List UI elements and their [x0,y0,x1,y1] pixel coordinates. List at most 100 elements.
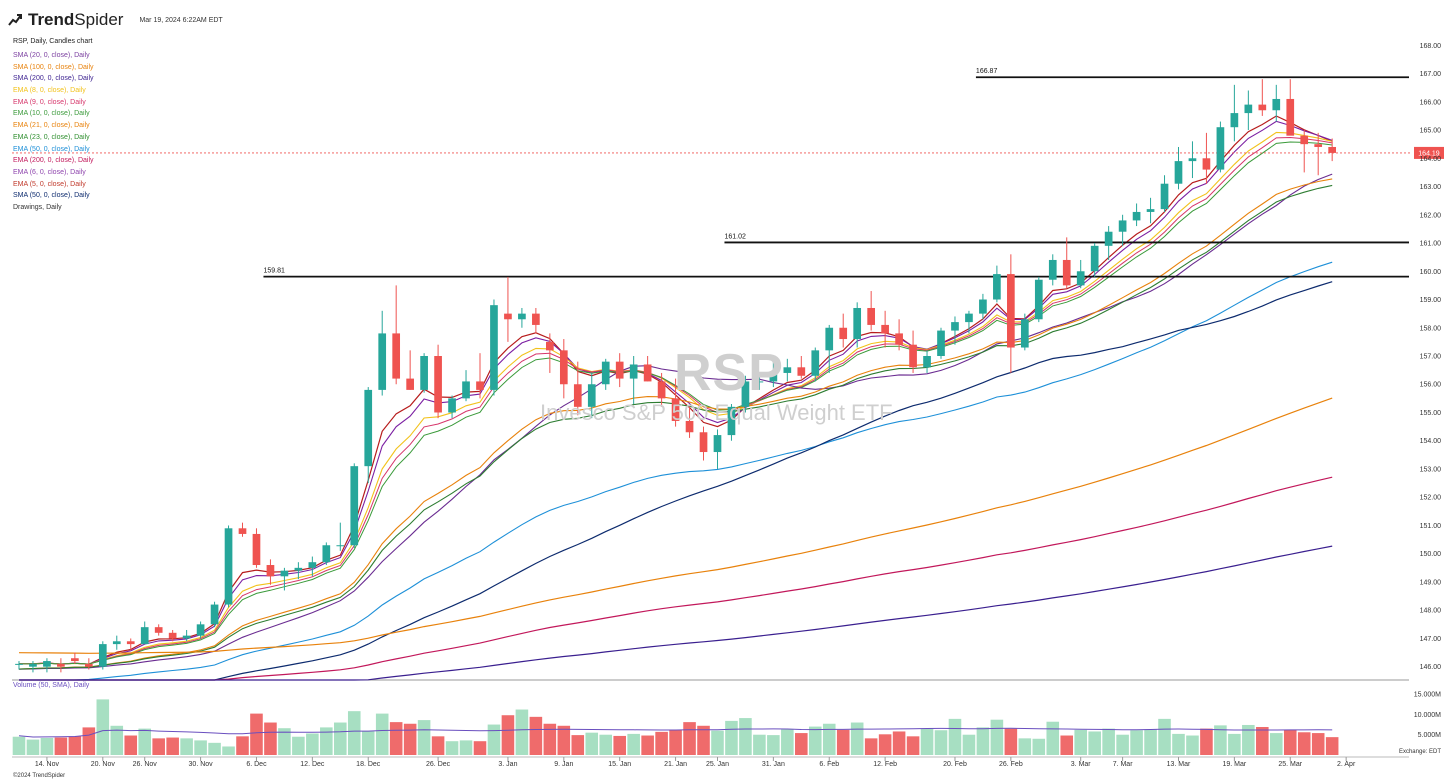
candle-body[interactable] [895,333,903,345]
legend-item[interactable]: SMA (50, 0, close), Daily [13,192,90,200]
candle-body[interactable] [965,313,973,323]
candle-body[interactable] [937,330,945,356]
candle-body[interactable] [1174,161,1183,184]
legend-item[interactable]: EMA (200, 0, close), Daily [13,157,94,165]
candle-body[interactable] [1104,231,1113,246]
candle-body[interactable] [57,663,65,667]
legend-item[interactable]: EMA (21, 0, close), Daily [13,122,90,130]
candle-body[interactable] [853,307,862,340]
candle-body[interactable] [336,545,345,547]
candle-body[interactable] [615,361,624,379]
candle-body[interactable] [657,381,666,399]
candle-body[interactable] [322,545,331,563]
candle-body[interactable] [881,324,889,334]
candle-body[interactable] [1118,220,1127,232]
candle-body[interactable] [294,567,303,571]
candle-body[interactable] [406,378,414,390]
candle-body[interactable] [1300,135,1309,145]
candle-body[interactable] [699,432,708,453]
candle-body[interactable] [71,658,79,662]
candle-body[interactable] [434,356,442,413]
candle-body[interactable] [1216,127,1225,170]
candle-body[interactable] [266,565,275,577]
candle-body[interactable] [1188,158,1197,162]
candle-body[interactable] [1007,274,1015,348]
legend-item[interactable]: EMA (23, 0, close), Daily [13,133,90,141]
candle-body[interactable] [867,307,875,325]
candle-body[interactable] [559,350,568,385]
candle-body[interactable] [238,528,247,534]
candle-body[interactable] [993,274,1001,300]
legend-item[interactable]: EMA (50, 0, close), Daily [13,145,90,153]
candle-body[interactable] [755,381,764,383]
candle-body[interactable] [252,533,261,566]
candle-body[interactable] [546,341,554,351]
candle-body[interactable] [364,389,373,467]
candle-body[interactable] [839,327,848,340]
candle-body[interactable] [1230,113,1239,128]
candle-body[interactable] [98,644,107,667]
legend-item[interactable]: EMA (9, 0, close), Daily [13,98,86,106]
candle-body[interactable] [797,367,806,376]
candle-body[interactable] [573,384,582,407]
candle-body[interactable] [168,632,177,639]
candle-body[interactable] [126,641,135,645]
candle-body[interactable] [643,364,652,382]
candle-body[interactable] [979,299,987,314]
candle-body[interactable] [1076,271,1085,286]
candle-body[interactable] [1286,98,1295,136]
candle-body[interactable] [476,381,484,390]
candle-body[interactable] [518,313,526,320]
candle-body[interactable] [112,641,121,645]
candle-body[interactable] [1202,158,1211,170]
candle-body[interactable] [1146,209,1155,212]
candle-body[interactable] [1258,104,1267,111]
candle-body[interactable] [1132,211,1141,221]
candle-body[interactable] [769,372,778,382]
candle-body[interactable] [1034,279,1043,320]
candle-body[interactable] [1048,259,1057,280]
candle-body[interactable] [504,313,512,320]
candle-body[interactable] [629,364,638,379]
candle-body[interactable] [182,635,191,639]
candle-body[interactable] [825,327,834,351]
candle-body[interactable] [1160,183,1169,210]
legend-item[interactable]: EMA (8, 0, close), Daily [13,87,86,95]
candle-body[interactable] [29,663,37,667]
candle-body[interactable] [154,627,163,633]
candle-body[interactable] [1090,245,1099,272]
legend-item[interactable]: EMA (5, 0, close), Daily [13,180,86,188]
candle-body[interactable] [43,661,51,667]
candle-body[interactable] [741,381,750,407]
candle-body[interactable] [601,361,610,385]
candle-body[interactable] [685,420,694,433]
candle-body[interactable] [671,398,680,421]
legend-item[interactable]: EMA (6, 0, close), Daily [13,168,86,176]
candle-body[interactable] [1020,319,1029,348]
candle-body[interactable] [392,333,401,379]
candle-body[interactable] [783,367,792,373]
legend-item[interactable]: EMA (10, 0, close), Daily [13,110,90,118]
candle-body[interactable] [462,381,470,399]
candle-body[interactable] [140,627,149,645]
legend-item[interactable]: SMA (200, 0, close), Daily [13,75,94,83]
legend-item[interactable]: SMA (100, 0, close), Daily [13,63,94,71]
candle-body[interactable] [727,406,736,436]
candle-body[interactable] [1244,104,1253,114]
candle-body[interactable] [909,344,917,368]
candle-body[interactable] [15,663,23,665]
candle-body[interactable] [1272,98,1281,111]
candle-body[interactable] [210,604,219,625]
candle-body[interactable] [84,663,93,667]
candle-body[interactable] [532,313,540,325]
candle-body[interactable] [448,398,456,413]
candle-body[interactable] [811,350,820,376]
candle-body[interactable] [923,356,931,368]
legend-item[interactable]: Drawings, Daily [13,203,62,211]
candle-body[interactable] [224,528,233,605]
candle-body[interactable] [196,624,205,636]
candle-body[interactable] [1062,259,1071,286]
candle-body[interactable] [1314,144,1323,147]
candle-body[interactable] [1328,146,1337,153]
